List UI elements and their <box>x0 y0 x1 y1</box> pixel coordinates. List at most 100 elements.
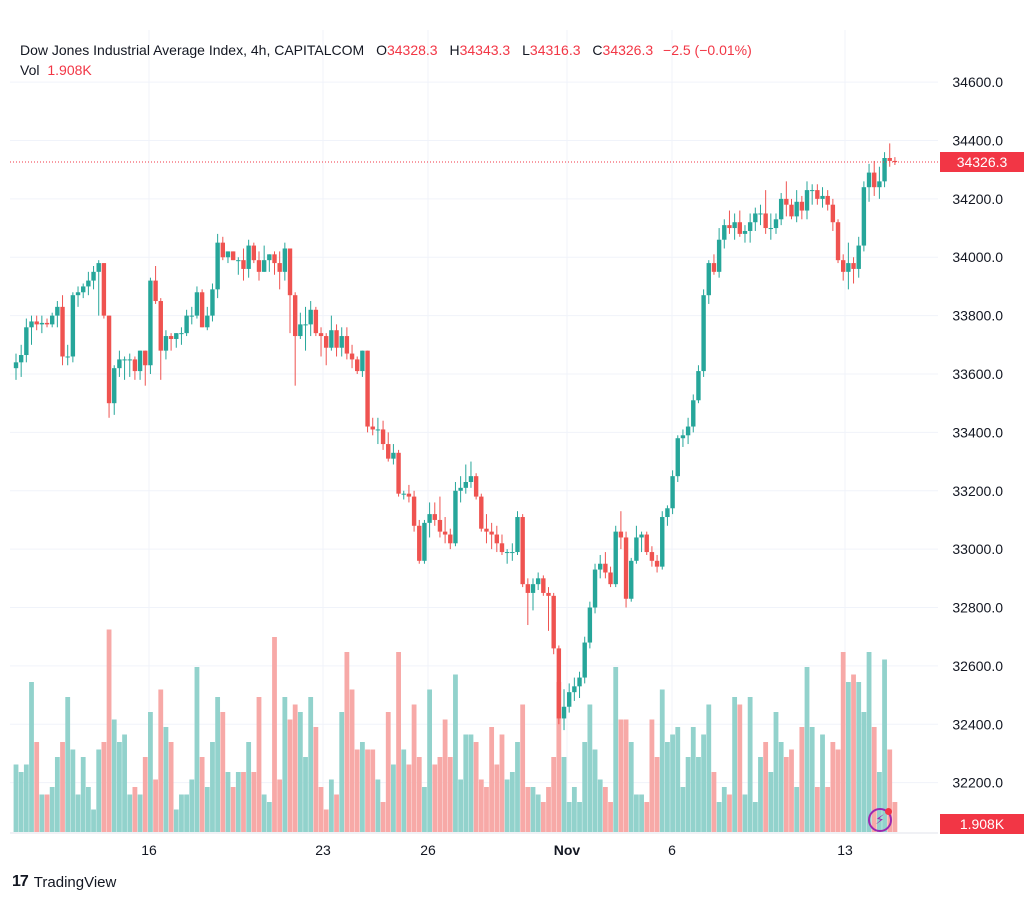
open-label: O <box>376 42 387 58</box>
candle-body <box>510 552 515 554</box>
volume-bar <box>235 772 241 832</box>
candle-body <box>380 429 386 445</box>
tradingview-logo[interactable]: 17 TradingView <box>12 873 116 891</box>
lightning-icon[interactable]: ⚡ <box>868 808 892 832</box>
time-axis[interactable]: 16 23 26 Nov 6 13 <box>10 832 938 858</box>
volume-bar <box>613 667 619 832</box>
volume-bar <box>752 802 758 832</box>
candle-body <box>132 359 138 372</box>
volume-bar <box>318 787 324 832</box>
volume-bar <box>122 734 127 832</box>
volume-bar <box>13 764 19 832</box>
candle-body <box>122 359 127 361</box>
volume-bar <box>463 734 469 832</box>
volume-bar <box>75 794 81 832</box>
candle-body <box>515 517 520 553</box>
candle-body <box>143 350 148 366</box>
volume-bar <box>551 757 557 832</box>
candle-body <box>613 531 618 585</box>
candle-body <box>453 490 458 544</box>
candle-body <box>711 263 717 272</box>
candle-body <box>174 333 179 339</box>
candle-body <box>112 368 117 404</box>
candle-body <box>789 204 794 217</box>
volume-bar <box>308 697 314 832</box>
candle-body <box>349 353 355 360</box>
volume-bar <box>261 794 267 832</box>
volume-bar <box>416 757 422 832</box>
candle-body <box>887 158 892 161</box>
volume-bar <box>639 794 644 832</box>
volume-bar <box>323 809 329 832</box>
volume-bar <box>530 787 536 832</box>
candle-body <box>566 692 572 707</box>
price-axis[interactable]: 34600.0 34400.0 34200.0 34000.0 33800.0 33600… <box>952 74 1003 791</box>
candle-body <box>546 592 551 596</box>
volume-bar <box>473 742 479 832</box>
y-tick-label: 34600.0 <box>952 74 1003 90</box>
volume-bar <box>809 727 815 832</box>
volume-bar <box>587 704 593 832</box>
candle-body <box>727 225 732 229</box>
volume-bar <box>287 719 293 832</box>
candle-body <box>825 195 830 205</box>
candle-body <box>179 333 184 335</box>
volume-bar <box>794 787 800 832</box>
volume-bar <box>220 712 226 832</box>
volume-bar <box>303 757 308 832</box>
candle-body <box>29 321 34 328</box>
candle-body <box>256 260 262 272</box>
y-tick-label: 32400.0 <box>952 716 1003 732</box>
candle-body <box>732 222 737 229</box>
volume-bar <box>561 757 567 832</box>
candle-body <box>716 239 722 272</box>
candle-body <box>60 306 65 357</box>
candle-body <box>866 172 872 188</box>
candle-body <box>758 213 763 215</box>
volume-bar <box>525 787 531 832</box>
volume-badge: 1.908K <box>940 814 1024 834</box>
candle-body <box>561 706 567 719</box>
candle-body <box>272 254 277 264</box>
volume-bar <box>282 697 288 832</box>
volume-bar <box>137 794 143 832</box>
candle-body <box>872 172 877 188</box>
volume-bar <box>520 704 526 832</box>
volume-legend: Vol 1.908K <box>20 60 92 80</box>
candle-body <box>639 534 644 538</box>
volume-bar <box>835 749 841 832</box>
volume-bar <box>659 689 665 832</box>
candle-body <box>804 190 810 211</box>
volume-bar <box>44 794 50 832</box>
volume-bar <box>721 787 727 832</box>
volume-bar <box>876 772 882 832</box>
candle-body <box>675 438 680 477</box>
candle-body <box>737 222 742 234</box>
y-tick-label: 32600.0 <box>952 658 1003 674</box>
volume-bar <box>241 772 246 832</box>
volume-bar <box>711 772 717 832</box>
candle-body <box>70 295 76 357</box>
candle-body <box>225 251 231 258</box>
candle-body <box>96 263 101 272</box>
volume-bar <box>856 682 862 832</box>
candle-body <box>86 280 91 287</box>
volume-bar <box>375 779 381 832</box>
candle-body <box>287 248 293 296</box>
volume-bar <box>266 802 272 832</box>
candle-body <box>608 572 613 585</box>
volume-bar <box>132 787 138 832</box>
volume-bar <box>106 629 112 832</box>
volume-bar <box>142 757 148 832</box>
candle-body <box>39 322 45 325</box>
candle-body <box>422 522 427 561</box>
volume-bar <box>199 757 205 832</box>
volume-bar <box>148 712 153 832</box>
candle-body <box>856 245 861 269</box>
volume-bar <box>256 697 262 832</box>
volume-bar <box>634 794 639 832</box>
candle-body <box>458 487 463 491</box>
candle-body <box>520 517 525 585</box>
candle-body <box>324 336 329 348</box>
